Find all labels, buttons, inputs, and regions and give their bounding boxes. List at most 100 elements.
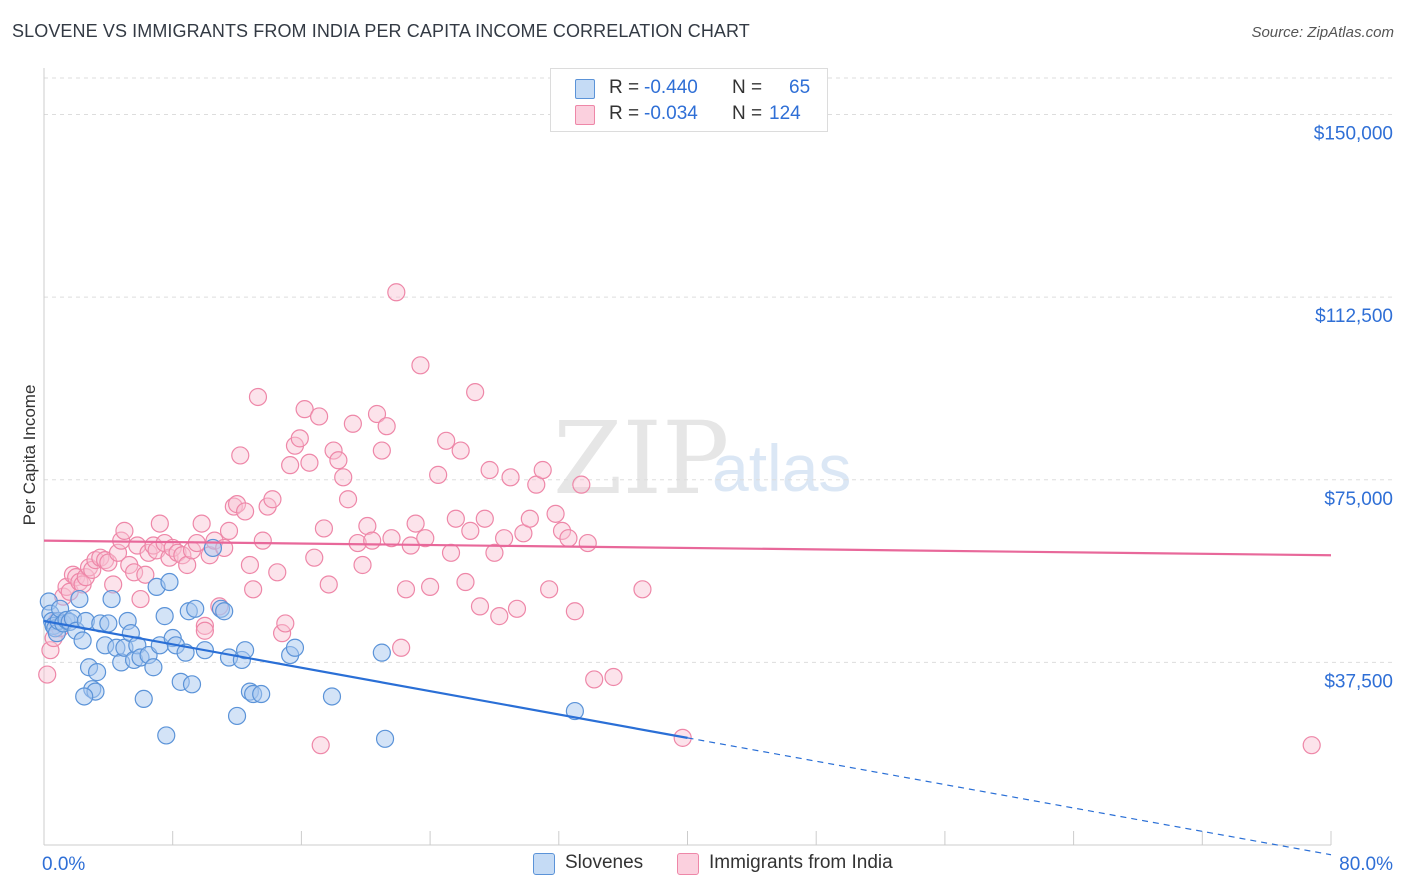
legend-swatch-india — [575, 105, 595, 125]
data-point-india — [377, 417, 396, 436]
data-point-india — [367, 404, 387, 424]
data-point-india — [295, 400, 314, 419]
data-point-india — [248, 387, 268, 407]
source-label: Source: ZipAtlas.com — [1251, 24, 1394, 41]
data-point-india — [421, 577, 440, 596]
data-point-india — [485, 543, 504, 562]
data-point-slovenes — [157, 726, 176, 745]
data-point-slovenes — [99, 614, 118, 633]
data-point-india — [466, 383, 485, 402]
watermark-zip: ZIP — [553, 400, 730, 517]
data-point-india — [324, 441, 343, 460]
data-point-slovenes — [155, 607, 174, 626]
legend-r-label: R = — [609, 103, 640, 124]
data-point-india — [76, 568, 95, 587]
data-point-india — [396, 580, 416, 599]
data-point-india — [633, 580, 652, 599]
data-point-india — [392, 638, 411, 657]
data-point-india — [219, 521, 239, 540]
data-point-india — [363, 531, 382, 550]
data-point-india — [533, 460, 552, 480]
data-point-india — [224, 497, 243, 516]
data-point-india — [604, 667, 623, 687]
series-swatch-india — [677, 853, 699, 875]
data-point-india — [314, 519, 334, 538]
data-point-slovenes — [372, 643, 391, 662]
data-point-slovenes — [75, 687, 94, 706]
data-point-india — [281, 456, 300, 475]
data-point-india — [38, 665, 57, 684]
data-point-india — [309, 407, 329, 426]
data-point-india — [446, 509, 465, 528]
data-point-india — [578, 533, 597, 553]
legend-n-label: N = — [732, 77, 763, 98]
data-point-india — [546, 504, 565, 523]
series-legend: Slovenes Immigrants from India — [0, 851, 1406, 879]
data-point-slovenes — [73, 631, 92, 650]
data-point-india — [475, 509, 494, 528]
x-tick-label-max: 80.0% — [1339, 854, 1393, 875]
data-point-india — [99, 553, 118, 572]
data-point-india — [1302, 736, 1321, 755]
data-point-india — [305, 548, 324, 567]
y-tick-label: $75,000 — [1324, 489, 1393, 510]
data-point-india — [272, 624, 292, 643]
x-tick-label-min: 0.0% — [42, 854, 85, 875]
trendline-slovenes-extension — [687, 737, 1332, 856]
data-point-india — [195, 616, 214, 635]
data-point-india — [235, 502, 255, 521]
data-point-india — [124, 563, 144, 582]
data-point-india — [451, 441, 470, 460]
data-point-india — [343, 414, 362, 433]
legend-row-slovenes: R = -0.440 N = 65 — [551, 75, 827, 101]
chart-title: SLOVENE VS IMMIGRANTS FROM INDIA PER CAP… — [12, 21, 750, 41]
data-point-india — [572, 475, 591, 494]
data-point-india — [240, 555, 260, 575]
legend-r-label: R = — [609, 77, 640, 98]
data-point-india — [150, 514, 169, 533]
data-point-india — [231, 446, 250, 465]
y-tick-label: $150,000 — [1314, 124, 1393, 145]
data-point-india — [115, 521, 134, 540]
legend-r-value: -0.440 — [644, 77, 698, 98]
data-point-india — [173, 546, 192, 565]
y-axis-label: Per Capita Income — [20, 385, 39, 526]
legend-r-value: -0.034 — [644, 103, 698, 124]
data-point-india — [253, 531, 272, 550]
data-point-india — [300, 453, 319, 472]
data-point-india — [353, 555, 372, 575]
data-point-slovenes — [565, 701, 584, 721]
data-point-india — [429, 465, 448, 484]
data-point-india — [195, 621, 214, 640]
data-point-india — [290, 429, 309, 448]
data-point-india — [461, 521, 480, 540]
data-point-india — [387, 283, 406, 302]
data-point-slovenes — [160, 572, 179, 592]
data-point-slovenes — [134, 689, 153, 709]
y-tick-label: $112,500 — [1315, 306, 1393, 327]
data-point-india — [67, 568, 86, 587]
data-point-india — [358, 516, 377, 536]
trendline-india — [43, 539, 1332, 557]
data-point-slovenes — [322, 687, 342, 706]
data-point-india — [311, 736, 330, 755]
data-point-india — [559, 529, 578, 548]
data-point-slovenes — [215, 602, 234, 621]
data-point-india — [382, 529, 401, 548]
watermark-atlas: atlas — [712, 431, 852, 505]
data-point-india — [507, 599, 527, 618]
data-point-slovenes — [186, 599, 205, 618]
series-label-slovenes: Slovenes — [565, 852, 644, 873]
data-point-india — [131, 589, 150, 609]
data-point-india — [338, 490, 358, 509]
data-point-india — [495, 529, 514, 548]
legend-swatch-slovenes — [575, 79, 595, 99]
legend-n-label: N = — [732, 103, 763, 124]
data-point-india — [136, 565, 155, 584]
trendline-slovenes — [43, 619, 688, 739]
legend-n-value: 65 — [789, 77, 811, 98]
data-point-slovenes — [285, 638, 305, 657]
data-point-india — [411, 356, 430, 375]
data-point-india — [456, 572, 475, 592]
